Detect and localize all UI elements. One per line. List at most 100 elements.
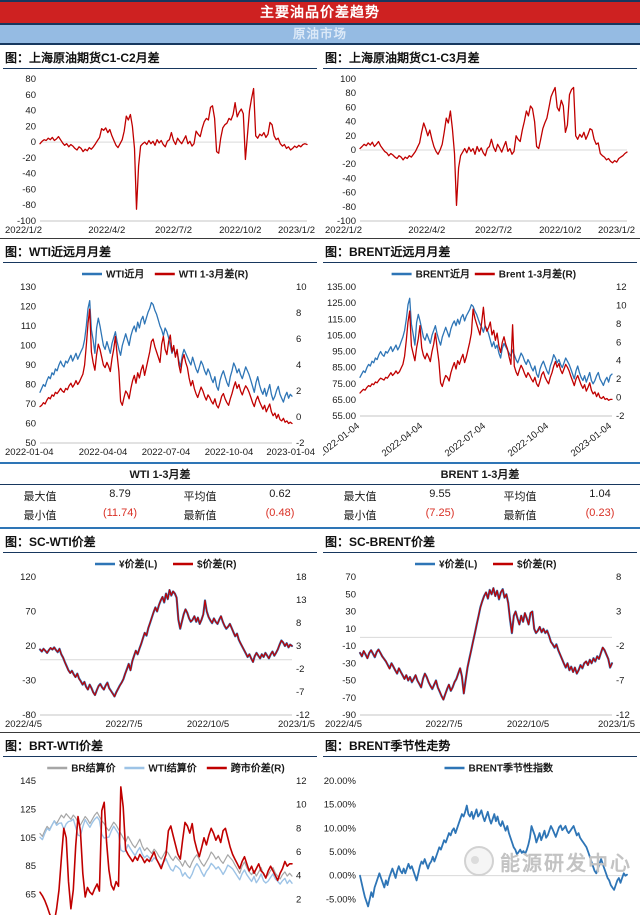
chart-title: 图：BRT-WTI价差 [3, 736, 317, 757]
y-axis-tick: 20 [25, 121, 36, 132]
stat-value: 1.04 [589, 488, 611, 500]
y-axis-tick: -60 [342, 188, 356, 199]
series-line [359, 587, 613, 701]
y-axis-tick-right: 4 [296, 871, 301, 882]
x-axis-label: 2022-10-04 [205, 447, 254, 458]
series-line [359, 297, 613, 387]
y-axis-tick: 95.00 [332, 347, 356, 358]
x-axis-label: 2023/1/2 [278, 225, 315, 236]
x-axis-label: 2022/7/5 [426, 719, 463, 730]
y-axis-tick-right: 13 [296, 595, 307, 606]
x-axis-label: 2022/4/5 [5, 719, 42, 730]
y-axis-tick: 130 [20, 282, 36, 293]
y-axis-tick-right: 8 [296, 823, 301, 834]
chart-row-2: 图：WTI近远月月差 130 120 110 100 90 80 70 60 50 10 8 6 4 2 0… [0, 238, 640, 460]
legend-label: 跨市价差(R) [231, 762, 285, 775]
chart-canvas-brent-spread: 135.00 125.00 115.00 105.00 95.00 85.00 75.00 6… [323, 268, 627, 460]
y-axis-tick: -5.00% [326, 894, 357, 905]
chart-canvas-sc-wti: 120 70 20 -30 -80 18 13 8 3 -2 -7 -12 2022/4/5 2022/7… [5, 558, 315, 731]
y-axis-tick: 50 [345, 589, 356, 600]
y-axis-tick-right: 2 [296, 386, 301, 397]
y-axis-tick: 75.00 [332, 379, 356, 390]
y-axis-tick-right: 0 [296, 412, 301, 423]
series-line [39, 308, 293, 425]
y-axis-tick: 125 [20, 804, 36, 815]
y-axis-tick-right: -2 [616, 411, 624, 422]
chart-title: 图：上海原油期货C1-C2月差 [3, 48, 317, 69]
y-axis-tick: 40 [345, 117, 356, 128]
y-axis-tick-right: -2 [296, 664, 304, 675]
x-axis-label: 2022/4/2 [408, 225, 445, 236]
stat-label: 平均值 [183, 491, 217, 503]
chart-wti-spread: 图：WTI近远月月差 130 120 110 100 90 80 70 60 50 10 8 6 4 2 0… [0, 239, 320, 460]
y-axis-tick: 10.00% [324, 823, 357, 834]
y-axis-tick: 80 [345, 88, 356, 99]
x-axis-label: 2023/1/5 [278, 719, 315, 730]
y-axis-tick-right: 12 [296, 776, 307, 787]
stat-value-negative: (0.23) [585, 507, 615, 519]
y-axis-tick-right: 10 [296, 282, 307, 293]
stats-body: 最大值 8.79 平均值 0.62 最大值 9.55 平均值 1.04 最小值 … [0, 485, 640, 527]
y-axis-tick: 85.00 [332, 363, 356, 374]
y-axis-tick: 0 [31, 137, 36, 148]
series-line [39, 589, 293, 698]
series-line [39, 299, 293, 403]
y-axis-tick: 30 [345, 607, 356, 618]
y-axis-tick-right: 4 [616, 356, 621, 367]
chart-row-1: 图：上海原油期货C1-C2月差 80 60 40 20 0 -20 -40 -60 -80 -10… [0, 45, 640, 238]
y-axis-tick-right: 6 [616, 337, 621, 348]
y-axis-tick: 70 [25, 607, 36, 618]
y-axis-tick: -50 [342, 676, 356, 687]
y-axis-tick: -20 [342, 159, 356, 170]
chart-brent-seasonal: 图：BRENT季节性走势 20.00% 15.00% 10.00% 5.00% 0.00… [320, 733, 640, 915]
y-axis-tick-right: 6 [296, 847, 301, 858]
y-axis-tick: 80 [25, 74, 36, 85]
chart-sc-brent: 图：SC-BRENT价差 70 50 30 10 -10 -30 -50 -70 -90 8 3 -2… [320, 529, 640, 732]
chart-title: 图：SC-BRENT价差 [323, 532, 637, 553]
legend-label: WTI结算价 [148, 762, 197, 775]
chart-brt-wti: 图：BRT-WTI价差 1451251058565451210864202022… [0, 733, 320, 915]
y-axis-tick: -80 [342, 202, 356, 213]
x-axis-label: 2022/10/5 [187, 719, 229, 730]
y-axis-tick-right: 8 [296, 618, 301, 629]
y-axis-tick: 105 [20, 833, 36, 844]
y-axis-tick-right: -2 [616, 641, 624, 652]
y-axis-tick: -40 [342, 173, 356, 184]
stat-value: 0.62 [269, 488, 291, 500]
x-axis-label: 2022-01-04 [323, 421, 362, 460]
x-axis-label: 2022/10/5 [507, 719, 549, 730]
stat-value-negative: (0.48) [265, 507, 295, 519]
y-axis-tick: 70 [345, 572, 356, 583]
y-axis-tick: 80 [25, 380, 36, 391]
spread-stats-table: WTI 1-3月差 BRENT 1-3月差 最大值 8.79 平均值 0.62 … [0, 462, 640, 529]
y-axis-tick-right: 6 [296, 334, 301, 345]
y-axis-tick: 125.00 [327, 298, 356, 309]
y-axis-tick-right: 8 [616, 572, 621, 583]
stat-value: 9.55 [429, 488, 451, 500]
x-axis-label: 2022/1/2 [5, 225, 42, 236]
x-axis-label: 2022/10/2 [539, 225, 581, 236]
y-axis-tick: 0.00% [329, 871, 356, 882]
x-axis-label: 2022/4/5 [325, 719, 362, 730]
y-axis-tick: 10 [345, 624, 356, 635]
stat-label: 最新值 [503, 510, 537, 522]
legend-label: BRENT季节性指数 [469, 762, 554, 775]
chart-title: 图：BRENT近远月月差 [323, 242, 637, 263]
y-axis-tick: 15.00% [324, 800, 357, 811]
y-axis-tick-right: 2 [296, 894, 301, 905]
y-axis-tick: 120 [20, 572, 36, 583]
y-axis-tick: 20 [345, 131, 356, 142]
y-axis-tick: -100 [17, 216, 36, 227]
series-line [358, 587, 614, 701]
y-axis-tick-right: -7 [616, 676, 624, 687]
y-axis-tick: 65 [25, 890, 36, 901]
y-axis-tick: 85 [25, 861, 36, 872]
series-line [39, 786, 293, 915]
y-axis-tick: 5.00% [329, 847, 356, 858]
y-axis-tick-right: -12 [296, 710, 310, 721]
y-axis-tick: -10 [342, 641, 356, 652]
x-axis-label: 2023-01-04 [569, 421, 614, 460]
y-axis-tick: 135.00 [327, 282, 356, 293]
y-axis-tick-right: 3 [616, 607, 621, 618]
x-axis-label: 2022-10-04 [506, 421, 551, 460]
